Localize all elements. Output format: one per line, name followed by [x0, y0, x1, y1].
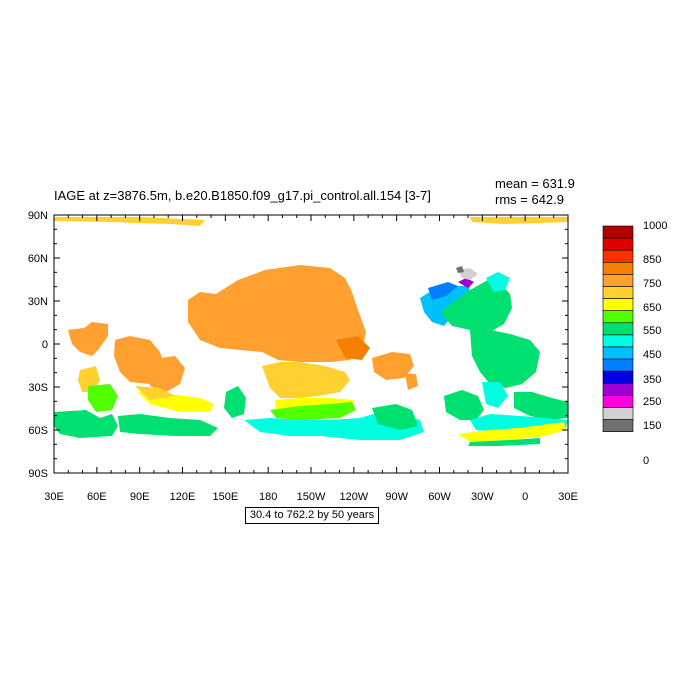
- y-tick-label: 90N: [28, 210, 48, 222]
- x-tick-label: 0: [522, 491, 528, 503]
- y-tick-label: 30N: [28, 296, 48, 308]
- x-tick-label: 30E: [44, 491, 64, 503]
- y-tick-label: 0: [42, 339, 48, 351]
- greenland-sea-purple: [458, 278, 474, 288]
- rms-label: rms = 642.9: [495, 192, 564, 207]
- colorbar-label: 1000: [643, 220, 667, 232]
- colorbar-swatch: [602, 274, 634, 287]
- arctic-strip-east: [470, 217, 568, 224]
- x-tick-label: 150E: [212, 491, 238, 503]
- x-tick-label: 120W: [339, 491, 368, 503]
- equatorial-atlantic-green: [470, 330, 540, 388]
- x-tick-label: 30E: [558, 491, 578, 503]
- x-tick-label: 120E: [170, 491, 196, 503]
- y-tick-label: 60N: [28, 253, 48, 265]
- colorbar-swatch: [602, 225, 634, 239]
- cape-basin-green: [514, 392, 568, 420]
- x-axis-labels: 30E 60E 90E 120E 150E 180 150W 120W 90W 60W 30W 0 30…: [44, 491, 578, 503]
- north-pacific: [188, 265, 366, 362]
- arctic-strip-west: [54, 217, 205, 226]
- pacific-east-orange: [336, 336, 370, 360]
- colorbar-swatch: [602, 298, 634, 312]
- circumpolar-green-west: [54, 410, 118, 438]
- x-tick-label: 150W: [297, 491, 326, 503]
- mean-label: mean = 631.9: [495, 176, 575, 191]
- x-tick-label: 60E: [87, 491, 107, 503]
- colorbar-swatch: [602, 322, 634, 336]
- labrador-sea-cyan: [486, 272, 510, 292]
- colorbar-label: 550: [643, 325, 661, 337]
- x-tick-label: 30W: [471, 491, 494, 503]
- colorbar-swatch: [602, 370, 634, 384]
- x-tick-label: 90E: [130, 491, 150, 503]
- colorbar-swatch: [602, 382, 634, 396]
- colorbar-label: 250: [643, 396, 661, 408]
- colorbar-swatch: [602, 310, 634, 324]
- crozet-green: [88, 384, 118, 412]
- x-tick-label: 90W: [385, 491, 408, 503]
- colorbar-label: 0: [643, 455, 649, 467]
- south-indian-orange: [135, 386, 175, 400]
- weddell-edge-green: [468, 438, 540, 446]
- pacific-green-band: [270, 402, 356, 420]
- weddell-yellow: [458, 422, 566, 442]
- brazil-basin-cyan: [482, 382, 508, 408]
- colorbar-swatch: [602, 334, 634, 348]
- colorbar-swatch: [602, 419, 634, 433]
- north-atlantic-deep: [428, 282, 458, 300]
- colorbar-swatch: [602, 346, 634, 360]
- tasman-green: [224, 386, 246, 418]
- y-tick-label: 90S: [28, 468, 48, 480]
- colorbar-label: 350: [643, 374, 661, 386]
- colorbar-label: 150: [643, 420, 661, 432]
- colorbar-label: 450: [643, 349, 661, 361]
- colorbar-swatch: [602, 261, 634, 275]
- south-atlantic-green: [444, 390, 484, 420]
- arabian-sea: [68, 322, 108, 356]
- peru-south: [405, 374, 418, 390]
- western-australia: [148, 356, 185, 392]
- colorbar-swatch: [602, 358, 634, 372]
- colorbar: [602, 225, 634, 433]
- y-tick-label: 30S: [28, 382, 48, 394]
- southern-indian-green: [118, 414, 218, 436]
- axis-ticks: [53, 214, 569, 474]
- south-pacific-yellow: [262, 362, 350, 398]
- colorbar-swatch: [602, 286, 634, 299]
- colorbar-label: 850: [643, 254, 661, 266]
- colorbar-label: 750: [643, 278, 661, 290]
- colorbar-swatch: [602, 395, 634, 408]
- north-atlantic-green: [440, 280, 512, 332]
- plot-title: IAGE at z=3876.5m, b.e20.B1850.f09_g17.p…: [54, 188, 431, 203]
- colorbar-labels: 1000 850 750 650 550 450 350 250 150 0: [643, 220, 667, 467]
- argentine-green: [372, 404, 418, 430]
- colorbar-swatch: [602, 249, 634, 263]
- nordic-dark: [456, 266, 464, 273]
- peru-basin: [372, 352, 414, 380]
- colorbar-swatch: [602, 407, 634, 420]
- map-area: [54, 215, 568, 473]
- colorbar-swatch: [602, 237, 634, 251]
- colorbar-label: 650: [643, 302, 661, 314]
- x-tick-label: 60W: [428, 491, 451, 503]
- x-tick-label: 180: [259, 491, 277, 503]
- y-tick-label: 60S: [28, 425, 48, 437]
- contour-info-box: 30.4 to 762.2 by 50 years: [245, 507, 379, 524]
- y-axis-labels: 90N 60N 30N 0 30S 60S 90S: [28, 210, 48, 480]
